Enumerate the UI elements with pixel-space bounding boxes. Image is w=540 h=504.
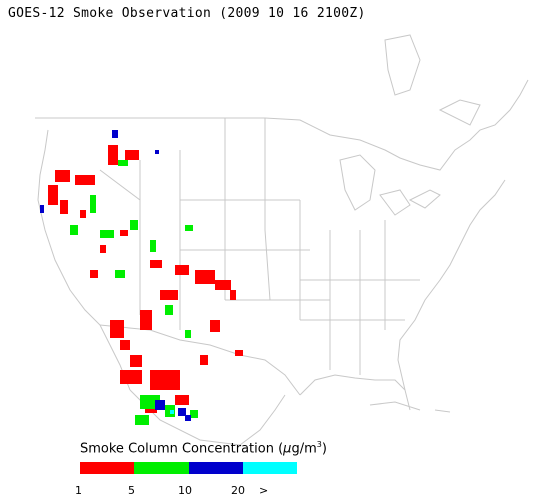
legend-swatch-green (134, 462, 189, 474)
legend-unit-mu: μ (283, 441, 292, 457)
legend-swatch-blue (188, 462, 243, 474)
legend-unit-sup: 3 (316, 440, 322, 449)
legend-tick-10: 10 (178, 484, 192, 497)
page-title: GOES-12 Smoke Observation (2009 10 16 21… (8, 6, 366, 21)
legend-tick-1: 1 (75, 484, 82, 497)
legend-tick-5: 5 (128, 484, 135, 497)
legend-tick-gt: > (259, 484, 269, 497)
legend-swatch-cyan (242, 462, 297, 474)
legend-unit-rest: g/m (291, 441, 317, 457)
legend-title-text: Smoke Column Concentration ( (80, 441, 284, 457)
legend-close-paren: ) (321, 441, 327, 457)
legend-color-bar (80, 462, 297, 474)
legend-title: Smoke Column Concentration (μg/m3) (80, 440, 327, 456)
legend-swatch-red (80, 462, 135, 474)
map-boundaries (35, 34, 529, 446)
legend-tick-20: 20 (231, 484, 245, 497)
smoke-overlay (40, 130, 243, 425)
